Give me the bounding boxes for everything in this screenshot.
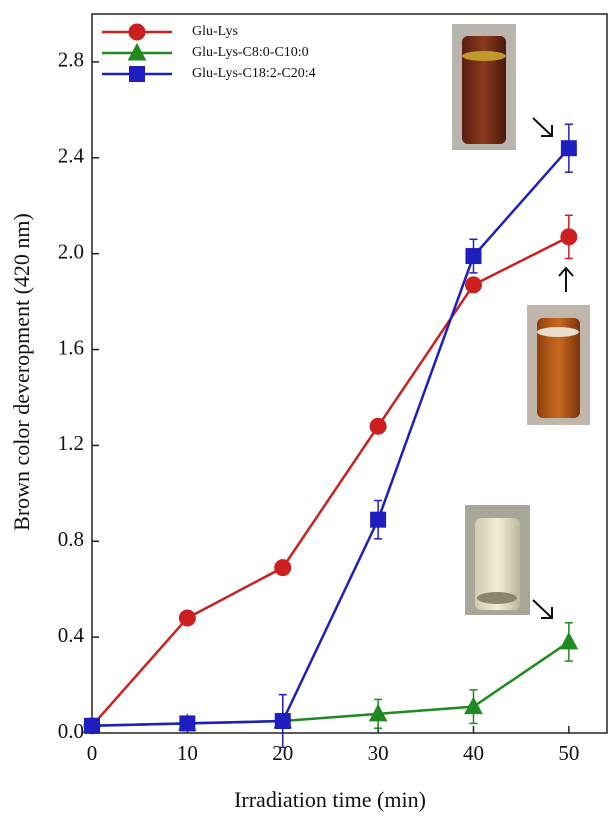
- legend-marker: [129, 66, 145, 82]
- data-point: [370, 511, 387, 528]
- legend-marker: [127, 42, 147, 61]
- data-point: [178, 609, 196, 627]
- data-point: [559, 631, 579, 650]
- series-line: [91, 640, 570, 728]
- data-point: [179, 715, 196, 732]
- y-tick-label: 2.8: [58, 48, 84, 72]
- x-tick-label: 50: [558, 741, 579, 765]
- legend-marker: [128, 23, 146, 41]
- y-tick-label: 2.0: [58, 239, 84, 263]
- vial-photo: [527, 305, 590, 425]
- data-point: [274, 713, 291, 730]
- data-point: [560, 140, 577, 157]
- series-line: [91, 235, 570, 727]
- data-point: [465, 248, 482, 265]
- x-tick-label: 10: [177, 741, 198, 765]
- vial-photo: [465, 505, 530, 615]
- vial-photo: [452, 24, 516, 150]
- legend-label: Glu-Lys-C18:2-C20:4: [192, 66, 316, 81]
- plot-frame: [91, 13, 608, 734]
- x-tick-label: 40: [463, 741, 484, 765]
- y-axis-title: Brown color deveropment (420 nm): [9, 213, 34, 531]
- y-tick-label: 0.0: [58, 719, 84, 743]
- data-point: [84, 717, 100, 734]
- legend-label: Glu-Lys: [192, 24, 238, 39]
- arrows: [532, 117, 574, 619]
- data-point: [368, 703, 388, 722]
- data-point: [369, 417, 387, 435]
- y-tick-label: 1.6: [58, 335, 84, 359]
- x-tick-label: 0: [87, 741, 98, 765]
- y-tick-label: 0.8: [58, 527, 84, 551]
- legend-label: Glu-Lys-C8:0-C10:0: [192, 45, 309, 60]
- x-tick-label: 20: [272, 741, 293, 765]
- y-tick-label: 1.2: [58, 431, 84, 455]
- x-tick-label: 30: [368, 741, 389, 765]
- x-axis-title: Irradiation time (min): [234, 787, 426, 812]
- data-point: [464, 696, 483, 715]
- data-point: [274, 559, 292, 577]
- y-tick-label: 0.4: [58, 623, 85, 647]
- series-line: [91, 147, 570, 728]
- y-tick-label: 2.4: [58, 144, 85, 168]
- data-point: [560, 228, 578, 246]
- data-point: [464, 276, 482, 294]
